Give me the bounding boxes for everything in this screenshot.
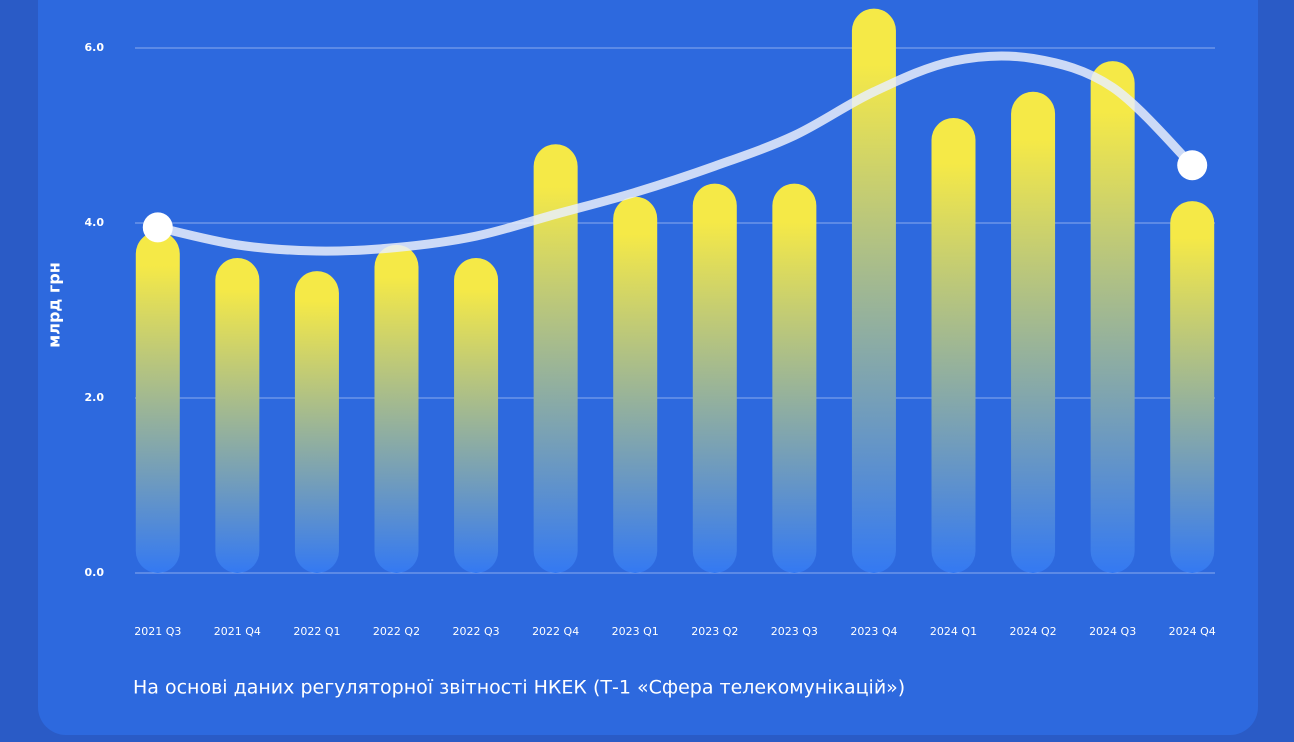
y-tick-label: 6.0 bbox=[85, 41, 105, 54]
x-tick-label: 2023 Q3 bbox=[771, 625, 818, 638]
x-tick-label: 2022 Q3 bbox=[452, 625, 499, 638]
y-tick-label: 4.0 bbox=[85, 216, 105, 229]
x-tick-label: 2024 Q3 bbox=[1089, 625, 1136, 638]
bar bbox=[454, 258, 499, 573]
trend-line bbox=[153, 51, 1197, 256]
x-tick-label: 2022 Q2 bbox=[373, 625, 420, 638]
bar bbox=[533, 144, 578, 573]
bar bbox=[1011, 91, 1056, 573]
bar bbox=[613, 196, 658, 573]
bar bbox=[692, 183, 737, 573]
footnote: На основі даних регуляторної звітності Н… bbox=[133, 677, 905, 699]
bar bbox=[294, 271, 339, 573]
trend-endpoint bbox=[142, 212, 173, 243]
bar bbox=[215, 258, 260, 573]
x-tick-label: 2024 Q1 bbox=[930, 625, 977, 638]
x-tick-label: 2024 Q4 bbox=[1169, 625, 1216, 638]
y-axis-title: млрд грн bbox=[45, 262, 64, 348]
x-tick-label: 2024 Q2 bbox=[1009, 625, 1056, 638]
x-tick-label: 2022 Q1 bbox=[293, 625, 340, 638]
y-tick-label: 2.0 bbox=[85, 391, 105, 404]
bar bbox=[374, 244, 419, 573]
x-tick-label: 2021 Q3 bbox=[134, 625, 181, 638]
bar bbox=[772, 183, 817, 573]
x-tick-label: 2023 Q1 bbox=[612, 625, 659, 638]
bar bbox=[1090, 61, 1135, 573]
x-tick-label: 2023 Q2 bbox=[691, 625, 738, 638]
x-tick-label: 2022 Q4 bbox=[532, 625, 579, 638]
y-tick-label: 0.0 bbox=[85, 566, 105, 579]
bar bbox=[135, 231, 180, 573]
bar bbox=[931, 118, 976, 573]
bar bbox=[851, 8, 896, 573]
trend-endpoint bbox=[1177, 150, 1208, 181]
x-tick-label: 2021 Q4 bbox=[214, 625, 261, 638]
bar bbox=[1170, 201, 1215, 573]
x-tick-label: 2023 Q4 bbox=[850, 625, 897, 638]
